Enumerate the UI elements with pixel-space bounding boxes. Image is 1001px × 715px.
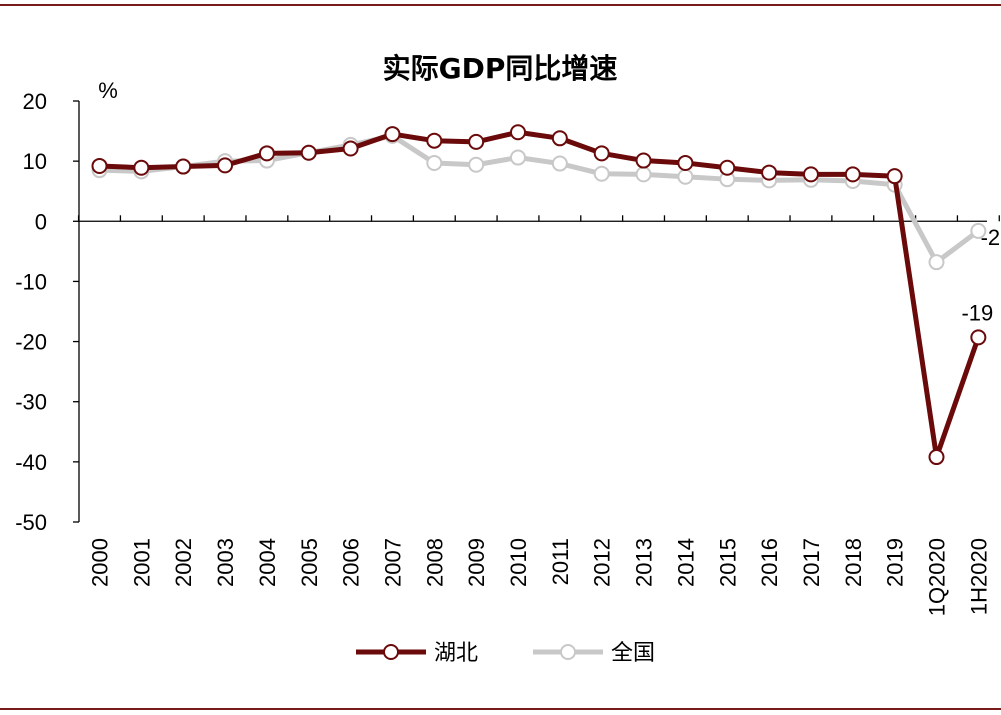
data-point [510,149,526,166]
x-tick-label: 2008 [422,538,447,587]
x-tick-label: 2006 [339,538,364,587]
data-point [551,155,568,172]
top-border-line [0,4,1001,6]
data-point [133,159,150,176]
data-point [426,132,443,149]
x-tick-label: 2004 [255,538,280,587]
bottom-border-line [0,708,1001,710]
x-tick-label: 2003 [213,538,238,587]
chart-title: 实际GDP同比增速 [383,52,618,85]
data-point [761,164,778,181]
series-1 [91,127,987,271]
x-tick-label: 2017 [799,538,824,587]
legend-label: 全国 [611,641,655,666]
chart-legend: 湖北 全国 [356,641,655,666]
x-tick-label: 1H2020 [966,538,991,615]
data-point [677,154,694,171]
y-axis-unit-label: % [98,78,118,103]
data-point [593,145,610,162]
data-point [468,156,485,173]
data-point [217,157,234,174]
x-tick-label: 2009 [464,538,489,587]
x-tick-label: 2001 [129,538,154,587]
data-point [844,166,861,183]
data-point [886,168,903,185]
data-point [970,329,987,346]
x-tick-label: 2011 [548,538,573,585]
data-point [593,165,610,182]
annotation-layer: -2 -19 [961,225,1000,325]
data-point [468,133,485,150]
x-tick-label: 2015 [715,538,740,587]
legend-label: 湖北 [434,641,478,666]
x-tick-label: 2019 [883,538,908,587]
data-point [510,124,526,141]
y-tick-label: -20 [15,330,47,355]
data-point [928,254,945,271]
y-tick-label: 10 [23,149,47,174]
legend-swatch-marker [383,644,399,660]
data-point [258,145,275,162]
data-point [928,449,945,466]
x-tick-label: 2012 [590,538,615,587]
x-tick-label: 2005 [297,538,322,587]
legend-item: 全国 [533,641,655,666]
series-line [99,133,980,265]
data-point [719,159,736,176]
data-label: -2 [981,225,1001,250]
data-point [426,154,443,171]
x-tick-label: 2010 [506,538,531,587]
data-point [677,168,694,185]
x-tick-label: 2013 [632,538,657,587]
data-point [970,222,987,239]
data-point [551,130,568,147]
x-tick-label: 2002 [171,538,196,587]
x-tick-label: 1Q2020 [925,538,950,616]
y-tick-label: -10 [15,269,47,294]
data-point [384,126,401,143]
x-tick-label: 2018 [841,538,866,587]
data-point [342,140,359,157]
x-tick-label: 2014 [673,538,698,587]
x-tick-label: 2000 [88,538,113,587]
y-tick-label: -40 [15,450,47,475]
data-point [91,157,108,174]
data-point [802,166,819,183]
series-0 [91,124,987,466]
data-point [175,158,192,175]
data-label: -19 [961,300,993,325]
y-tick-label: -30 [15,390,47,415]
series-layer [91,124,987,466]
y-tick-label: -50 [15,510,47,535]
y-tick-label: 20 [23,89,47,114]
data-point [300,144,317,161]
legend-swatch-marker [560,644,576,660]
data-point [635,152,652,169]
legend-item: 湖北 [356,641,478,666]
data-point [635,166,652,183]
y-tick-label: 0 [35,209,47,234]
series-line [99,129,981,460]
x-tick-label: 2016 [757,538,782,587]
x-tick-label: 2007 [380,538,405,587]
